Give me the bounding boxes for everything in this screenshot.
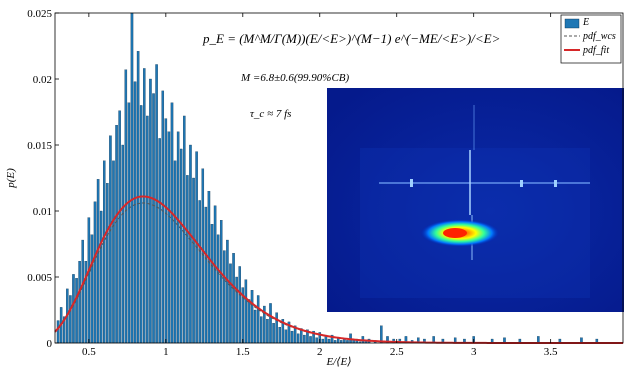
histogram-bar [290, 330, 294, 344]
histogram-bar [210, 224, 214, 344]
histogram-bar [90, 234, 94, 344]
histogram-bar [152, 93, 155, 344]
legend-swatch-e [564, 18, 580, 29]
histogram-bar [235, 276, 238, 344]
histogram-bar [143, 68, 146, 344]
histogram-bar [275, 312, 278, 344]
y-tick-label: 0.015 [27, 140, 52, 152]
x-tick-label: 1 [163, 346, 169, 358]
histogram-bar [146, 115, 149, 344]
histogram-bar [250, 290, 254, 344]
histogram-bar [167, 131, 171, 344]
histogram-bar [204, 206, 208, 344]
histogram-bar [278, 327, 282, 344]
histogram-bar [155, 64, 158, 344]
histogram-bar [127, 102, 131, 344]
histogram-bar [96, 179, 100, 344]
histogram-bar [93, 201, 97, 344]
histogram-bar [315, 337, 318, 344]
histogram-bar [189, 144, 192, 344]
y-tick-label: 0.01 [33, 206, 52, 218]
histogram-bar [121, 144, 124, 344]
histogram-bar [207, 191, 211, 344]
x-tick-label: 2.5 [390, 346, 404, 358]
histogram-bar [149, 78, 152, 344]
histogram-bar [244, 279, 248, 344]
histogram-bar [115, 125, 118, 344]
y-tick-label: 0.025 [27, 8, 52, 20]
histogram-bar [87, 217, 91, 344]
beam-profile-inset [327, 88, 624, 312]
histogram-bar [130, 12, 134, 344]
histogram-bar [170, 102, 174, 344]
histogram-bar [112, 160, 115, 344]
histogram-bar [321, 338, 325, 344]
histogram-bar [327, 338, 331, 344]
histogram-bar [229, 263, 232, 344]
pdf-formula: p_E = (M^M/Γ(M))(E/<E>)^(M−1) e^(−ME/<E>… [202, 31, 500, 46]
y-tick-label: 0.005 [27, 272, 52, 284]
histogram-bar [266, 319, 269, 344]
histogram-bar [173, 160, 177, 344]
histogram-bar [133, 81, 137, 344]
histogram-bar [179, 148, 183, 344]
x-tick-label: 2 [317, 346, 323, 358]
x-tick-label: 3.5 [544, 346, 558, 358]
axes: 0.5 1 1.5 2 2.5 3 3.5 0 0.005 0.01 0.015 0.02 0.025 E… [5, 8, 624, 368]
histogram-bar [99, 210, 103, 344]
legend-label: E [582, 17, 589, 28]
histogram-bar [69, 295, 72, 344]
histogram-bar [296, 333, 300, 344]
histogram-bar [75, 278, 78, 344]
histogram-bar [256, 295, 260, 344]
tau-annotation: τ_c ≈ 7 fs [250, 108, 291, 120]
histogram-bar [284, 329, 288, 344]
x-tick-label: 0.5 [82, 346, 96, 358]
histogram-bar [78, 261, 81, 344]
histogram-bar [213, 205, 217, 344]
histogram-bar [201, 168, 205, 344]
histogram-bar [272, 323, 275, 344]
histogram-bar [198, 200, 201, 344]
x-axis-label: E/⟨E⟩ [325, 356, 351, 368]
histogram-bar [109, 135, 112, 344]
histogram-bar [216, 234, 220, 344]
histogram-bar [192, 177, 195, 344]
histogram-bar [186, 175, 189, 344]
histogram-bar [260, 316, 263, 344]
histogram-bar [238, 266, 241, 344]
histogram-bar [164, 118, 168, 344]
histogram-bar [158, 138, 161, 344]
histogram-bar [106, 183, 109, 344]
x-tick-label: 1.5 [236, 346, 250, 358]
y-tick-label: 0.02 [33, 74, 52, 86]
histogram-bar [219, 220, 223, 344]
histogram-bar [72, 274, 75, 344]
histogram-bar [223, 250, 226, 344]
histogram-bar [232, 253, 235, 344]
histogram-bar [309, 336, 312, 344]
histogram-bar [161, 90, 165, 344]
histogram-bar [176, 131, 180, 344]
y-axis-label: p(E) [5, 168, 17, 189]
histogram-bar [226, 239, 229, 344]
histogram-bar [303, 334, 306, 344]
histogram-bar [269, 303, 272, 344]
histogram-bar [247, 299, 251, 344]
legend-label: pdf_wcs [582, 31, 616, 42]
x-tick-label: 3 [471, 346, 477, 358]
histogram-bar [103, 160, 106, 344]
plot-frame [54, 12, 624, 344]
histogram-bar [139, 105, 143, 344]
y-tick-label: 0 [47, 338, 53, 350]
histogram-bar [81, 239, 84, 344]
histogram-bar [253, 309, 257, 344]
histogram-bar [118, 110, 121, 344]
m-annotation: M =6.8±0.6(99.90%CB) [240, 72, 350, 84]
legend-label: pdf_fit [582, 45, 609, 56]
histogram-bar [56, 320, 60, 344]
